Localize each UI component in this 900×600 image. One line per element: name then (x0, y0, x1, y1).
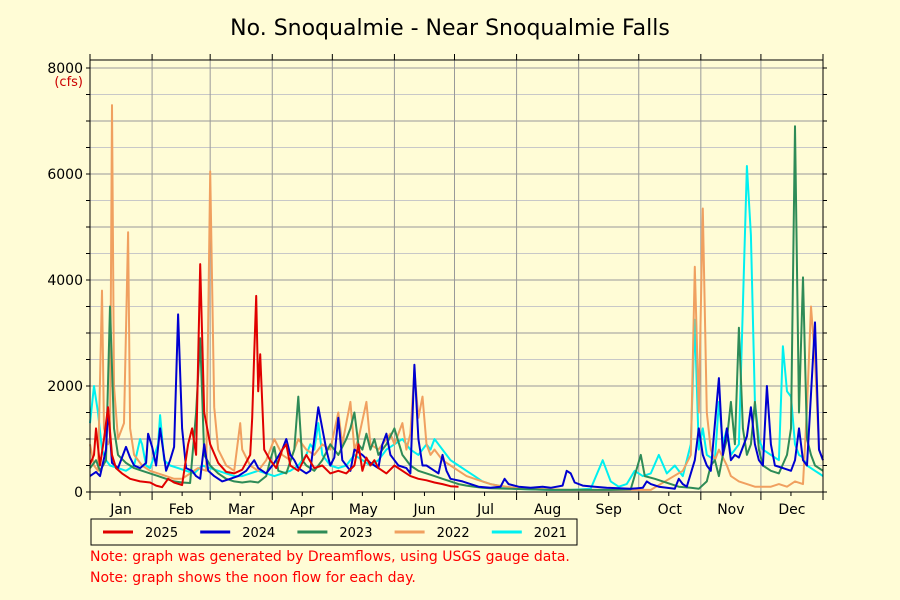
month-label: Jan (109, 502, 132, 518)
series-line-2024 (89, 313, 824, 490)
y-tick-label: 4000 (47, 273, 83, 289)
legend-label-2022: 2022 (437, 526, 470, 541)
month-label: Mar (228, 502, 255, 518)
note-noon-flow: Note: graph shows the noon flow for each… (90, 570, 416, 586)
y-unit-label: (cfs) (54, 75, 83, 90)
month-label: Oct (658, 502, 683, 518)
legend-label-2023: 2023 (339, 526, 372, 541)
legend: 2025 2024 2023 2022 2021 (90, 518, 578, 546)
month-label: May (349, 502, 378, 518)
y-tick-label: 6000 (47, 167, 83, 183)
month-label: Dec (778, 502, 805, 518)
legend-label-2024: 2024 (242, 526, 275, 541)
month-label: Aug (534, 502, 561, 518)
plot-frame (89, 59, 824, 493)
y-tick-label: 2000 (47, 379, 83, 395)
chart-title: No. Snoqualmie - Near Snoqualmie Falls (230, 16, 670, 41)
series-group (89, 104, 824, 491)
y-tick-label: 8000 (47, 61, 83, 77)
month-label: Jun (413, 502, 436, 518)
month-label: Jul (476, 502, 494, 518)
month-label: Feb (169, 502, 194, 518)
legend-label-2025: 2025 (145, 526, 178, 541)
month-label: Nov (717, 502, 744, 518)
month-label: Sep (596, 502, 623, 518)
axes: 0 2000 4000 6000 8000 Jan Feb Mar Apr May Jun Jul Au… (47, 54, 827, 518)
legend-label-2021: 2021 (534, 526, 567, 541)
y-tick-label: 0 (74, 485, 83, 501)
month-label: Apr (290, 502, 314, 518)
note-source: Note: graph was generated by Dreamflows,… (90, 549, 570, 565)
series-line-2025 (89, 263, 459, 489)
series-line-2021 (89, 165, 824, 491)
